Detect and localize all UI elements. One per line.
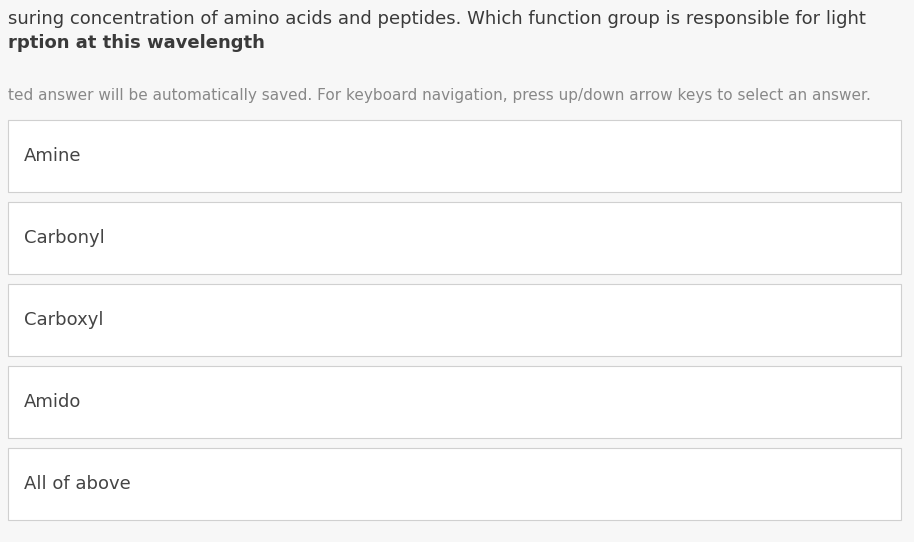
FancyBboxPatch shape [8,284,901,356]
Text: Amine: Amine [24,147,81,165]
Text: Carbonyl: Carbonyl [24,229,105,247]
FancyBboxPatch shape [8,120,901,192]
FancyBboxPatch shape [8,448,901,520]
FancyBboxPatch shape [8,366,901,438]
Text: suring concentration of amino acids and peptides. Which function group is respon: suring concentration of amino acids and … [8,10,866,28]
Text: All of above: All of above [24,475,131,493]
Text: Carboxyl: Carboxyl [24,311,103,329]
FancyBboxPatch shape [8,202,901,274]
Text: Amido: Amido [24,393,81,411]
Text: rption at this wavelength: rption at this wavelength [8,34,265,52]
Text: ted answer will be automatically saved. For keyboard navigation, press up/down a: ted answer will be automatically saved. … [8,88,871,103]
